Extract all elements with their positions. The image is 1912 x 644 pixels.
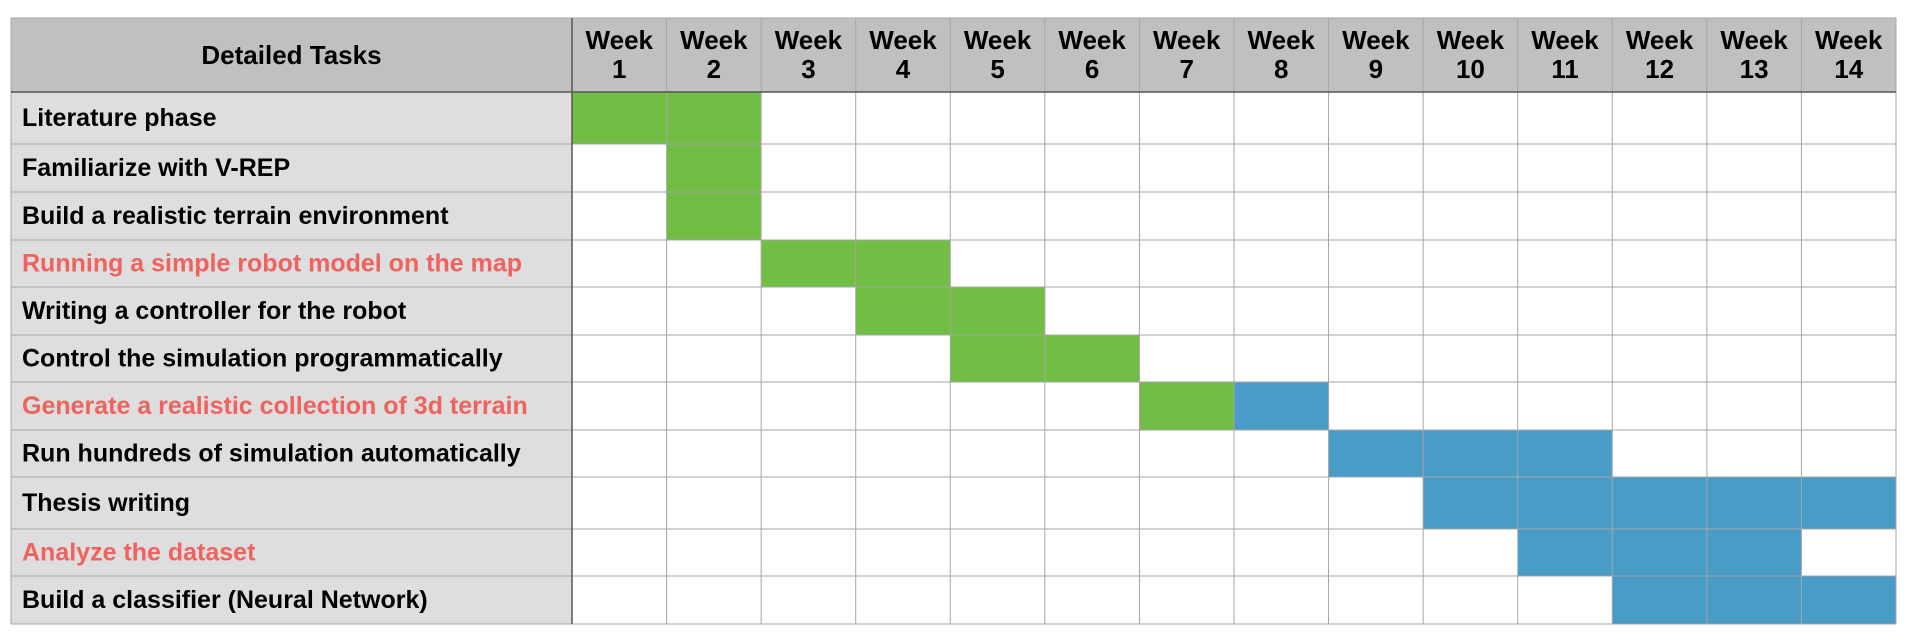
task-bar-cell xyxy=(1517,529,1613,576)
task-bar-cell xyxy=(666,192,762,240)
task-label: Control the simulation programmatically xyxy=(22,345,503,373)
week-number-1: 1 xyxy=(612,54,626,84)
task-bar-cell xyxy=(761,240,856,287)
week-number-12: 12 xyxy=(1645,54,1674,84)
task-bar-cell xyxy=(950,335,1045,382)
task-bar-cell xyxy=(1612,477,1707,529)
week-header-2: Week xyxy=(680,25,748,55)
week-number-10: 10 xyxy=(1456,54,1485,84)
task-bar-cell xyxy=(1328,430,1424,477)
week-header-13: Week xyxy=(1720,25,1788,55)
week-number-7: 7 xyxy=(1179,54,1193,84)
task-bar-cell xyxy=(855,287,951,335)
week-number-5: 5 xyxy=(990,54,1004,84)
week-headers: Week1Week2Week3Week4Week5Week6Week7Week8… xyxy=(586,25,1883,84)
week-number-3: 3 xyxy=(801,54,815,84)
task-bar-cell xyxy=(1234,382,1329,430)
week-header-12: Week xyxy=(1626,25,1694,55)
week-header-8: Week xyxy=(1248,25,1316,55)
task-label: Literature phase xyxy=(22,104,217,132)
task-label: Build a classifier (Neural Network) xyxy=(22,586,428,614)
week-number-4: 4 xyxy=(896,54,911,84)
task-label: Run hundreds of simulation automatically xyxy=(22,440,521,468)
task-bar-cell xyxy=(1706,529,1802,576)
header-row-background xyxy=(11,18,1896,92)
task-bar-cell xyxy=(1517,430,1613,477)
task-bar-cell xyxy=(666,144,762,192)
task-bars xyxy=(572,92,1896,624)
grid-lines xyxy=(10,17,1897,625)
task-bar-cell xyxy=(1706,576,1802,624)
task-bar-cell xyxy=(1706,477,1802,529)
week-header-7: Week xyxy=(1153,25,1221,55)
task-label: Thesis writing xyxy=(22,489,190,517)
task-bar-cell xyxy=(666,92,762,144)
task-bar-cell xyxy=(1044,335,1140,382)
task-label: Build a realistic terrain environment xyxy=(22,202,449,230)
week-header-3: Week xyxy=(775,25,843,55)
task-column-background xyxy=(11,92,572,624)
task-bar-cell xyxy=(1423,430,1518,477)
week-number-6: 6 xyxy=(1085,54,1099,84)
week-header-6: Week xyxy=(1058,25,1126,55)
task-labels: Literature phase Familiarize with V-REP Bu… xyxy=(22,104,528,614)
task-label: Running a simple robot model on the map xyxy=(22,250,522,278)
week-header-10: Week xyxy=(1437,25,1505,55)
week-number-13: 13 xyxy=(1740,54,1769,84)
task-bar-cell xyxy=(1423,477,1518,529)
week-header-4: Week xyxy=(869,25,937,55)
week-number-14: 14 xyxy=(1834,54,1863,84)
task-bar-cell xyxy=(1139,382,1234,430)
week-header-1: Week xyxy=(586,25,654,55)
week-number-2: 2 xyxy=(707,54,721,84)
tasks-column-header: Detailed Tasks xyxy=(201,40,381,70)
task-bar-cell xyxy=(1801,477,1896,529)
week-number-8: 8 xyxy=(1274,54,1288,84)
task-bar-cell xyxy=(572,92,667,144)
week-header-14: Week xyxy=(1815,25,1883,55)
week-header-11: Week xyxy=(1531,25,1599,55)
task-bar-cell xyxy=(855,240,951,287)
task-label: Familiarize with V-REP xyxy=(22,154,290,182)
task-label: Writing a controller for the robot xyxy=(22,297,407,325)
task-bar-cell xyxy=(1801,576,1896,624)
task-bar-cell xyxy=(1612,576,1707,624)
task-label: Generate a realistic collection of 3d te… xyxy=(22,392,528,420)
task-label: Analyze the dataset xyxy=(22,539,256,567)
week-number-9: 9 xyxy=(1369,54,1383,84)
week-header-9: Week xyxy=(1342,25,1410,55)
task-bar-cell xyxy=(950,287,1045,335)
task-bar-cell xyxy=(1517,477,1613,529)
week-header-5: Week xyxy=(964,25,1032,55)
task-bar-cell xyxy=(1612,529,1707,576)
week-number-11: 11 xyxy=(1551,54,1579,84)
